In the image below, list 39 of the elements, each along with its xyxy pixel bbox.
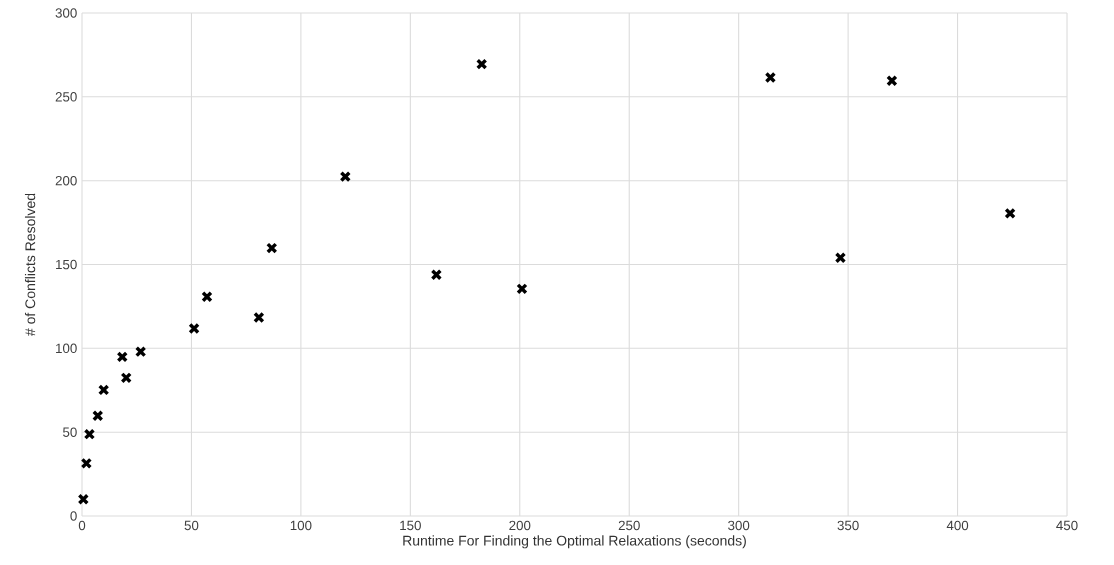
x-axis-title: Runtime For Finding the Optimal Relaxations (seconds) — [403, 535, 746, 549]
point — [83, 428, 96, 440]
point — [97, 384, 110, 396]
x-tick-label: 450 — [1056, 520, 1078, 531]
point — [201, 290, 213, 303]
y-tick-label: 250 — [55, 92, 77, 102]
point — [92, 410, 104, 422]
y-tick-label: 300 — [55, 8, 77, 18]
point — [886, 75, 898, 87]
x-tick-label: 0 — [78, 520, 86, 531]
point — [1004, 207, 1016, 220]
point — [764, 71, 777, 84]
y-tick-label: 200 — [55, 175, 77, 186]
x-tick-label: 50 — [184, 520, 199, 531]
x-tick-label: 200 — [509, 520, 531, 531]
y-axis-title: # of Conflicts Resolved — [24, 193, 36, 337]
point — [475, 58, 488, 70]
x-tick-label: 100 — [290, 520, 312, 531]
y-tick-label: 150 — [56, 259, 77, 270]
point — [188, 322, 200, 335]
point — [134, 345, 147, 358]
x-tick-label: 400 — [946, 520, 969, 531]
point — [834, 252, 847, 264]
y-tick-label: 100 — [56, 343, 77, 354]
point — [80, 457, 93, 470]
point — [77, 493, 90, 505]
x-tick-label: 350 — [837, 520, 859, 531]
x-tick-label: 250 — [618, 520, 640, 531]
point — [116, 351, 128, 363]
x-tick-label: 300 — [728, 520, 750, 531]
point — [120, 372, 132, 384]
y-tick-label: 50 — [63, 427, 77, 437]
point — [339, 170, 352, 183]
point — [266, 242, 278, 254]
y-tick-label: 0 — [70, 511, 77, 521]
point — [430, 269, 443, 281]
point — [516, 283, 528, 295]
point — [253, 311, 265, 324]
x-tick-label: 150 — [400, 520, 421, 531]
